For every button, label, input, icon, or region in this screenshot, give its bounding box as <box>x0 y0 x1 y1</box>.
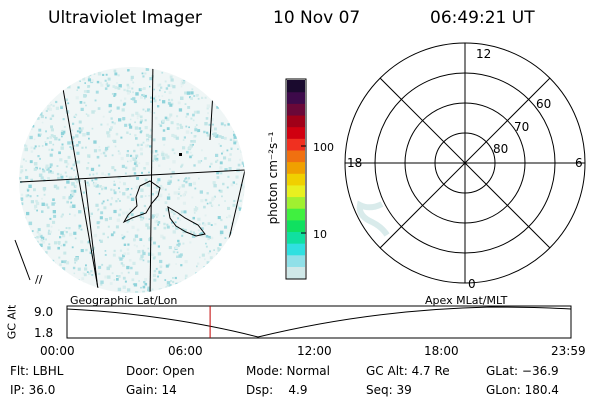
geographic-image: // <box>14 67 245 293</box>
x-tick-0000: 00:00 <box>40 344 75 358</box>
time-label: 06:49:21 UT <box>430 8 535 28</box>
mlat-label-60: 60 <box>536 97 552 111</box>
mode-info: Mode: Normal <box>246 364 330 378</box>
ip-info: IP: 36.0 <box>10 383 56 397</box>
date-label: 10 Nov 07 <box>273 8 361 28</box>
timeline-panel <box>66 305 572 339</box>
mlat-label-80: 80 <box>493 142 509 156</box>
gc-alt-axis-title: GC Alt <box>5 304 19 340</box>
colorbar-units: photon cm⁻²s⁻¹ <box>266 131 280 225</box>
colorbar-band <box>287 243 305 256</box>
door-info: Door: Open <box>126 364 195 378</box>
colorbar-band <box>287 114 305 128</box>
colorbar-band <box>287 231 305 244</box>
dsp-info: Dsp: 4.9 <box>246 383 308 397</box>
colorbar-tick-10: 10 <box>313 228 327 241</box>
subsolar-marker <box>179 153 182 156</box>
colorbar-band <box>287 103 305 116</box>
mlt-label-18: 18 <box>347 156 363 170</box>
y-tick-high: 9.0 <box>34 305 54 319</box>
colorbar-band <box>287 161 305 174</box>
mlt-label-12: 12 <box>476 47 492 61</box>
colorbar-band <box>287 254 305 267</box>
x-tick-0600: 06:00 <box>168 344 203 358</box>
mlt-label-6: 6 <box>575 156 583 170</box>
mlat-label-70: 70 <box>514 120 530 134</box>
colorbar-band <box>287 184 305 198</box>
y-tick-low: 1.8 <box>34 326 54 340</box>
colorbar-band <box>287 266 305 279</box>
colorbar-band <box>287 91 305 104</box>
mlt-label-0: 0 <box>468 277 476 291</box>
gain-info: Gain: 14 <box>126 383 177 397</box>
x-tick-2359: 23:59 <box>551 344 586 358</box>
colorbar-band <box>287 208 305 221</box>
colorbar-band <box>287 219 305 233</box>
colorbar-band <box>287 173 305 186</box>
geographic-coords-label: Geographic Lat/Lon <box>70 294 178 307</box>
polar-mlt-plot <box>344 42 586 284</box>
page-title: Ultraviolet Imager <box>48 8 202 28</box>
colorbar-band <box>287 196 305 209</box>
seq-info: Seq: 39 <box>366 383 412 397</box>
colorbar-tick-100: 100 <box>313 141 334 154</box>
colorbar-band <box>287 126 305 139</box>
sun-direction-icon: // <box>35 273 43 286</box>
colorbar-band <box>287 138 305 151</box>
color-bar <box>285 78 307 280</box>
colorbar-band <box>287 80 305 93</box>
x-tick-1800: 18:00 <box>424 344 459 358</box>
glon-info: GLon: 180.4 <box>486 383 559 397</box>
filter-info: Flt: LBHL <box>10 364 64 378</box>
magnetic-coords-label: Apex MLat/MLT <box>425 294 508 307</box>
colorbar-band <box>287 149 305 163</box>
earth-disk <box>19 67 245 293</box>
x-tick-1200: 12:00 <box>297 344 332 358</box>
lat-lon-grid <box>19 67 245 293</box>
coastline <box>122 180 206 237</box>
glat-info: GLat: −36.9 <box>486 364 559 378</box>
edge-line <box>14 239 31 281</box>
gc-alt-info: GC Alt: 4.7 Re <box>366 364 450 378</box>
